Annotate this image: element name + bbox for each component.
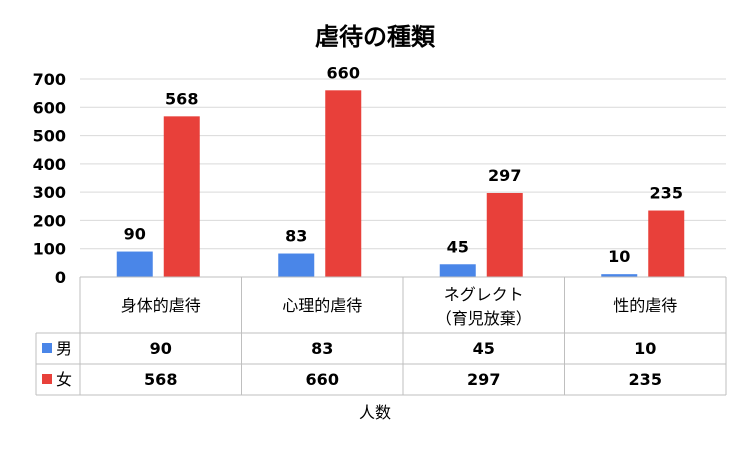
table-cell: 297 — [467, 370, 500, 389]
data-label: 297 — [488, 166, 521, 185]
legend-key — [42, 374, 52, 384]
data-label: 83 — [285, 227, 307, 246]
y-tick-label: 300 — [33, 183, 66, 202]
bar — [439, 264, 476, 277]
table-cell: 83 — [311, 339, 333, 358]
legend-label: 男 — [56, 339, 72, 358]
legend-label: 女 — [56, 370, 72, 389]
table-cell: 45 — [473, 339, 495, 358]
table-cell: 660 — [306, 370, 339, 389]
bar — [163, 116, 200, 277]
data-label: 660 — [327, 63, 360, 82]
table-cell: 235 — [629, 370, 662, 389]
table-cell: 90 — [150, 339, 172, 358]
bar — [325, 90, 362, 277]
bar — [116, 251, 153, 277]
table-cell: 10 — [634, 339, 656, 358]
y-tick-label: 200 — [33, 211, 66, 230]
y-tick-label: 500 — [33, 127, 66, 146]
x-axis-label: 人数 — [359, 403, 391, 422]
y-tick-label: 600 — [33, 98, 66, 117]
chart-title: 虐待の種類 — [315, 23, 436, 51]
bar — [601, 274, 638, 277]
data-label: 45 — [447, 237, 469, 256]
data-label: 10 — [608, 247, 630, 266]
category-label: 身体的虐待 — [121, 296, 201, 315]
y-tick-label: 700 — [33, 70, 66, 89]
bars — [116, 90, 685, 277]
y-tick-label: 100 — [33, 240, 66, 259]
data-label: 235 — [650, 184, 683, 203]
category-label: ネグレクト（育児放棄） — [436, 285, 532, 328]
bar — [486, 192, 523, 277]
table-cell: 568 — [144, 370, 177, 389]
bar — [278, 253, 315, 277]
data-label: 90 — [124, 225, 146, 244]
y-axis: 0 100 200 300 400 500 600 700 — [33, 70, 66, 287]
category-label: 心理的虐待 — [282, 296, 362, 315]
bar — [648, 210, 685, 277]
y-tick-label: 0 — [55, 268, 66, 287]
y-tick-label: 400 — [33, 155, 66, 174]
category-label: 性的虐待 — [613, 296, 677, 315]
data-labels: 90 83 45 10 568 660 297 235 — [124, 63, 683, 266]
legend-key — [42, 343, 52, 353]
data-label: 568 — [165, 89, 198, 108]
